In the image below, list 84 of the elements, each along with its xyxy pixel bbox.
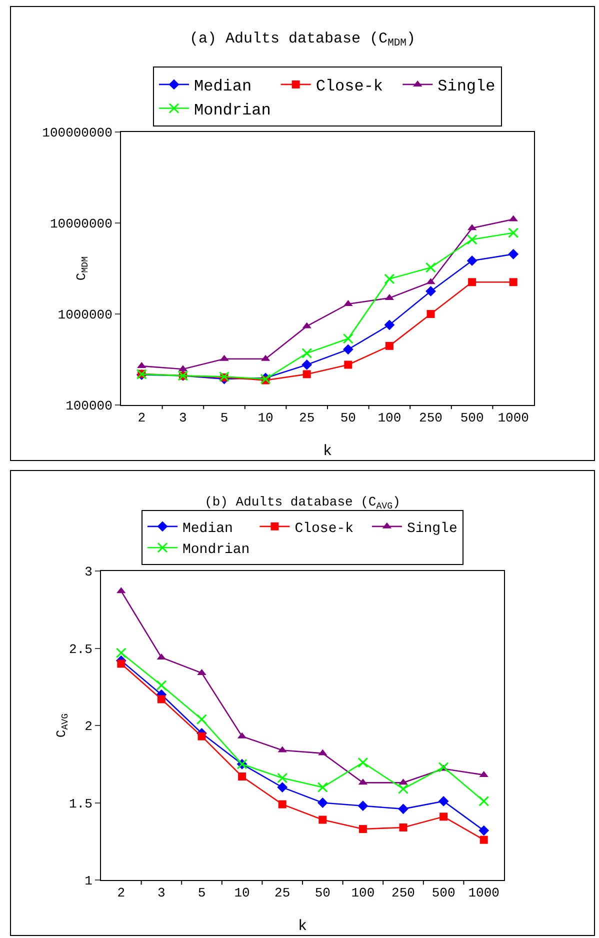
- point: [478, 825, 490, 836]
- x-tick-label: 3: [179, 410, 187, 426]
- point: [440, 812, 448, 821]
- legend-label: Single: [438, 78, 496, 96]
- x-axis-title: k: [298, 918, 308, 935]
- point: [466, 256, 478, 266]
- x-axis-title: k: [322, 443, 332, 460]
- y-tick-label: 100000: [66, 398, 112, 414]
- y-tick-label: 2.5: [68, 642, 92, 657]
- point: [302, 370, 311, 378]
- point: [438, 762, 449, 772]
- point: [342, 333, 354, 344]
- point: [277, 782, 288, 792]
- point: [278, 800, 286, 808]
- point: [399, 823, 408, 832]
- point: [508, 228, 519, 238]
- point: [157, 695, 166, 704]
- point: [468, 278, 476, 286]
- point: [480, 836, 488, 844]
- y-tick-label: 1: [84, 874, 93, 889]
- point: [317, 782, 328, 793]
- point: [358, 825, 367, 834]
- point: [116, 648, 126, 658]
- x-tick-label: 2: [117, 886, 126, 901]
- point: [426, 262, 436, 273]
- legend-label: Close-k: [294, 520, 354, 537]
- y-tick-label: 100000000: [42, 126, 112, 141]
- x-tick-label: 10: [258, 410, 274, 426]
- legend-label: Median: [182, 520, 233, 537]
- point: [302, 360, 312, 370]
- point: [302, 348, 312, 358]
- point: [466, 234, 478, 245]
- point: [426, 310, 435, 318]
- point: [198, 732, 206, 740]
- point: [277, 772, 288, 784]
- legend-label: Mondrian: [182, 542, 250, 558]
- point: [384, 320, 395, 330]
- x-tick-label: 100: [351, 886, 375, 901]
- point: [398, 784, 408, 794]
- point: [385, 342, 394, 350]
- point: [156, 680, 167, 691]
- x-tick-label: 1000: [468, 886, 500, 901]
- x-tick-label: 3: [158, 886, 166, 901]
- point: [317, 798, 328, 808]
- y-tick-label: 2: [84, 719, 92, 734]
- point: [478, 796, 490, 806]
- x-tick-label: 50: [314, 886, 330, 901]
- legend-label: Mondrian: [194, 101, 271, 120]
- point: [509, 278, 518, 286]
- legend-label: Close-k: [316, 78, 384, 96]
- x-tick-label: 25: [274, 886, 290, 901]
- y-tick-label: 3: [84, 564, 92, 580]
- point: [358, 757, 368, 768]
- x-tick-label: 500: [460, 410, 484, 426]
- chart-title: (a) Adults database (C$_{MDM}$): [190, 30, 416, 50]
- x-tick-label: 500: [432, 886, 456, 901]
- y-tick-label: 1000000: [58, 308, 112, 323]
- y-tick-label: 1.5: [68, 796, 92, 812]
- legend-label: Median: [194, 78, 252, 96]
- point: [508, 248, 519, 260]
- x-tick-label: 5: [198, 886, 206, 901]
- point: [384, 274, 395, 284]
- y-tick-label: 10000000: [50, 216, 112, 232]
- legend-label: Single: [406, 520, 458, 537]
- x-tick-label: 50: [340, 410, 356, 426]
- point: [196, 714, 207, 725]
- x-tick-label: 250: [419, 410, 442, 426]
- point: [398, 804, 408, 814]
- x-tick-label: 5: [220, 410, 228, 426]
- x-tick-label: 100: [378, 410, 402, 426]
- x-tick-label: 10: [234, 886, 250, 901]
- x-tick-label: 2: [138, 410, 146, 426]
- point: [358, 800, 368, 812]
- point: [344, 360, 352, 369]
- x-tick-label: 1000: [498, 410, 529, 426]
- point: [117, 660, 126, 668]
- point: [238, 772, 246, 780]
- point: [342, 344, 354, 355]
- point: [438, 796, 449, 806]
- x-tick-label: 250: [392, 886, 415, 901]
- chart-title: (b) Adults database (C$_{AVG}$): [204, 494, 400, 512]
- point: [426, 286, 436, 296]
- x-tick-label: 25: [299, 410, 315, 426]
- point: [318, 816, 327, 824]
